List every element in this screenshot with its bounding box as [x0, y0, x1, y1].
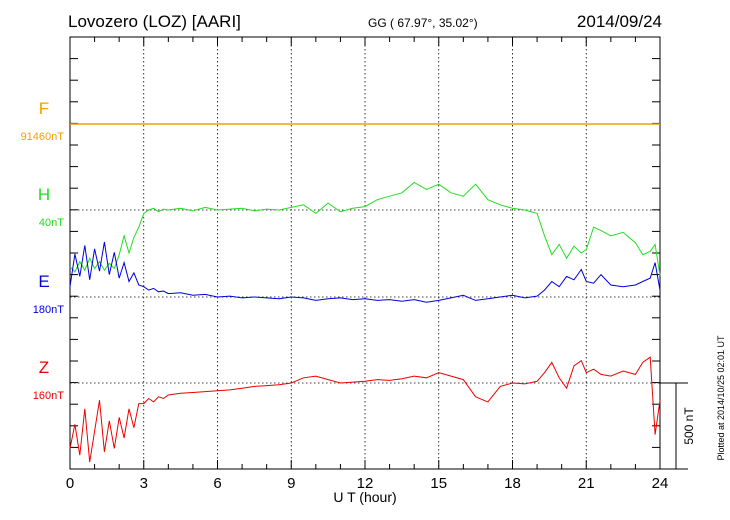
x-axis-label: U T (hour): [333, 489, 396, 505]
series-line-z: [69, 356, 661, 463]
series-line-e: [69, 241, 661, 303]
x-tick-label: 0: [66, 475, 74, 492]
series-name-f: F: [39, 99, 49, 118]
series-lines: [69, 123, 661, 463]
scale-bar-label: 500 nT: [682, 407, 696, 445]
x-tick-label: 18: [504, 475, 521, 492]
x-tick-label: 21: [578, 475, 595, 492]
x-tick-label: 12: [357, 475, 374, 492]
series-baseline-e: 180nT: [33, 304, 64, 316]
series-name-e: E: [38, 272, 49, 291]
x-tick-label: 9: [287, 475, 295, 492]
series-name-h: H: [38, 185, 50, 204]
x-tick-label: 3: [140, 475, 148, 492]
grid-lines: [70, 37, 660, 469]
series-baseline-z: 160nT: [33, 390, 64, 402]
x-tick-label: 6: [213, 475, 221, 492]
coordinates-label: GG ( 67.97°, 35.02°): [368, 16, 478, 30]
station-title: Lovozero (LOZ) [AARI]: [68, 12, 241, 31]
scale-bar: 500 nT: [660, 382, 696, 470]
series-labels: F 91460nT H 40nT E 180nT Z 160nT: [21, 99, 65, 402]
axis-ticks: 0 3 6 9 12 15 18 21 24: [66, 36, 669, 492]
x-tick-label: 15: [430, 475, 447, 492]
plotted-at-label: Plotted at 2014/10/25 02:01 UT: [716, 335, 726, 461]
series-name-z: Z: [39, 358, 49, 377]
series-baseline-f: 91460nT: [21, 131, 65, 143]
series-baseline-h: 40nT: [39, 217, 64, 229]
date-label: 2014/09/24: [577, 12, 662, 31]
x-tick-label: 24: [652, 475, 669, 492]
series-line-h: [69, 181, 661, 276]
